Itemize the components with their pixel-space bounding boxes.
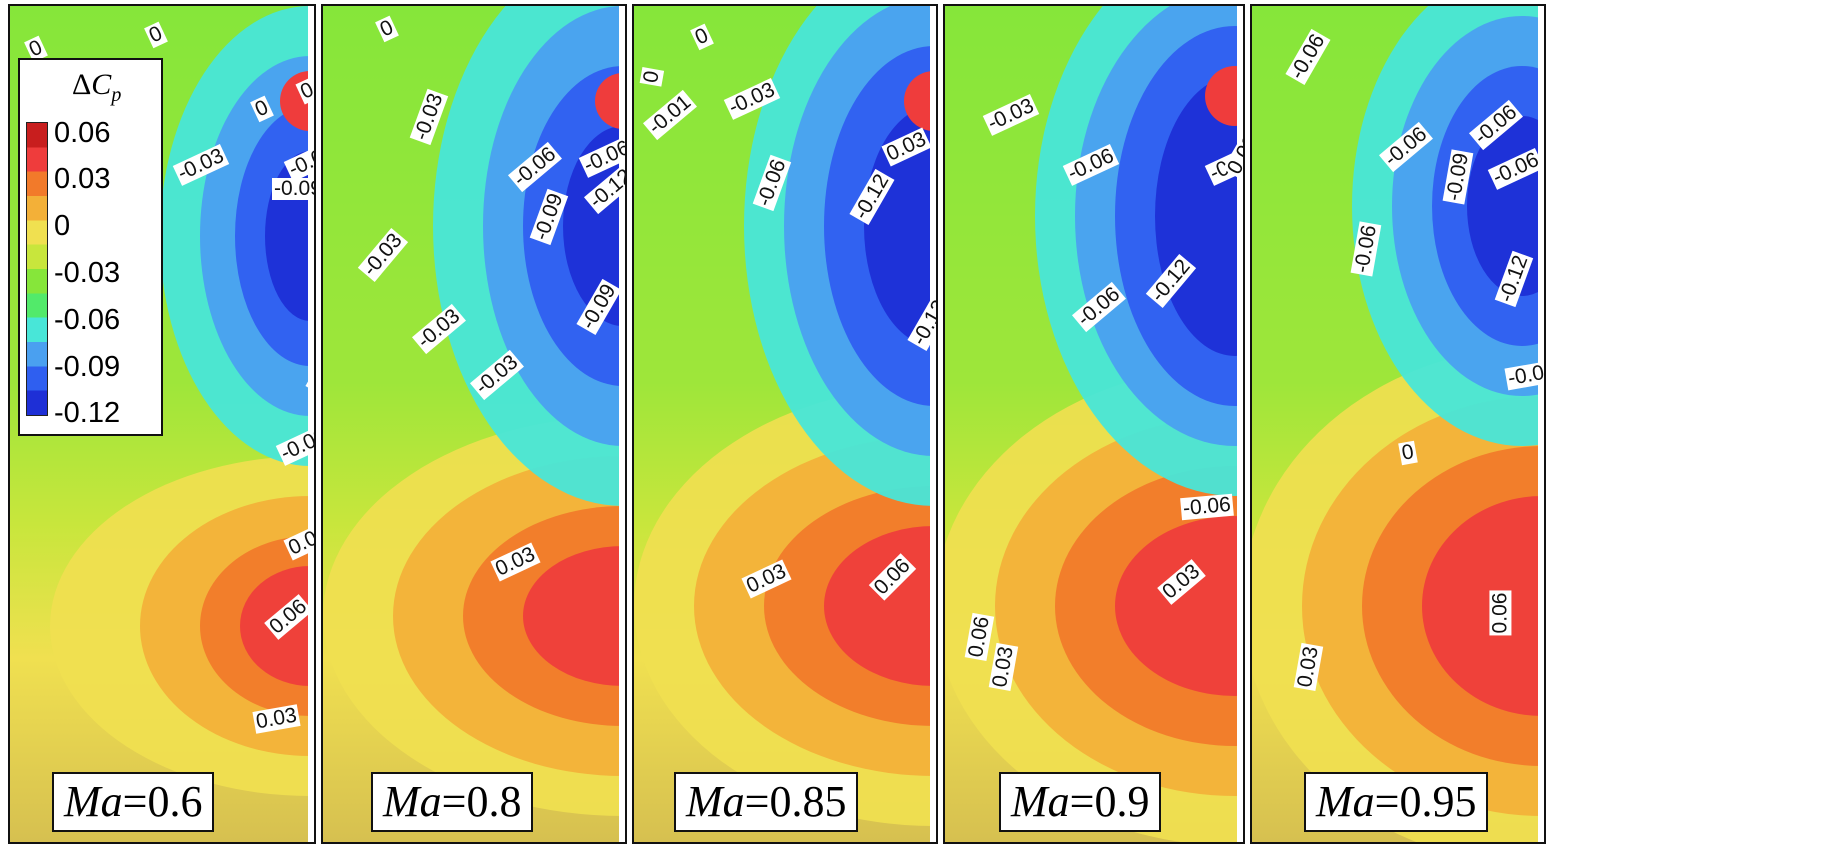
colorbar-tick: 0.06 bbox=[54, 117, 111, 149]
contour-label: 0.06 bbox=[1488, 590, 1512, 636]
contour-band-negative bbox=[864, 106, 936, 346]
body-wall bbox=[930, 6, 936, 842]
contour-panel-ma-0.8: 0 -0.03 -0.06 -0.06 -0.12 -0.09 -0.03 -0.09 -0.0… bbox=[321, 4, 627, 844]
mach-label: Ma=0.85 bbox=[674, 772, 859, 832]
contour-hotspot bbox=[1205, 66, 1243, 126]
contour-field bbox=[634, 6, 936, 842]
colorbar-tick: -0.12 bbox=[54, 397, 121, 429]
contour-panel-ma-0.85: 0 0 -0.01 -0.03 0.03 -0.06 -0.12 -0.12 0.03 0.06 M… bbox=[632, 4, 938, 844]
mach-label: Ma=0.95 bbox=[1304, 772, 1489, 832]
colorbar-tick: 0 bbox=[54, 210, 71, 242]
contour-hotspot bbox=[904, 71, 936, 131]
body-wall bbox=[1538, 6, 1544, 842]
contour-field bbox=[323, 6, 625, 842]
contour-band-positive bbox=[523, 546, 625, 686]
colorbar-title: ΔCp bbox=[72, 68, 122, 106]
contour-field bbox=[945, 6, 1243, 842]
contour-panel-ma-0.95: -0.06 -0.06 -0.06 -0.06 -0.09 -0.06 -0.12 -0.06… bbox=[1250, 4, 1546, 844]
mach-label: Ma=0.6 bbox=[52, 772, 215, 832]
contour-band-positive bbox=[1115, 516, 1243, 696]
colorbar-tick: 0.03 bbox=[54, 163, 111, 195]
colorbar-tick: -0.09 bbox=[54, 351, 121, 383]
contour-label: -0.09 bbox=[272, 178, 314, 200]
body-wall bbox=[308, 6, 314, 842]
colorbar-gradient bbox=[26, 122, 48, 416]
colorbar-legend: ΔCp 0.06 0.03 0 -0.03 -0.06 -0.09 -0.12 bbox=[18, 58, 163, 436]
contour-panel-ma-0.9: -0.03-0.06-0.09-0.06-0.12-0.060.030.060.… bbox=[943, 4, 1245, 844]
contour-band-positive bbox=[1422, 496, 1544, 716]
colorbar-tick: -0.03 bbox=[54, 257, 121, 289]
contour-label: -0.06 bbox=[1180, 492, 1234, 521]
mach-label: Ma=0.9 bbox=[999, 772, 1162, 832]
mach-label: Ma=0.8 bbox=[371, 772, 534, 832]
contour-hotspot bbox=[595, 73, 625, 129]
body-wall bbox=[619, 6, 625, 842]
body-wall bbox=[1237, 6, 1243, 842]
colorbar-tick: -0.06 bbox=[54, 304, 121, 336]
